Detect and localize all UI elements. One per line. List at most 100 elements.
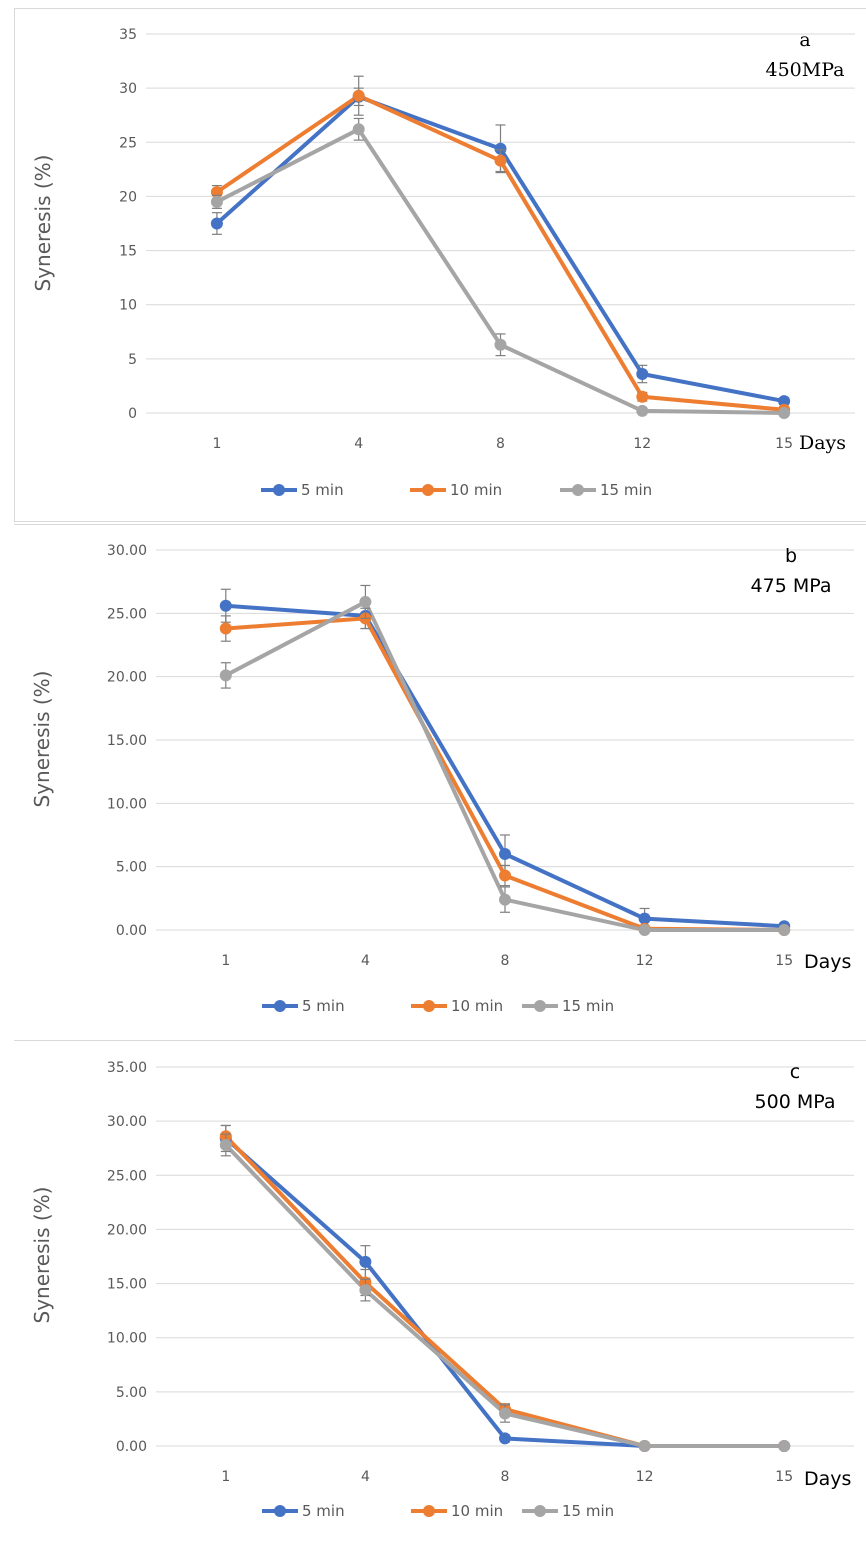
legend-label: 5 min xyxy=(301,481,344,499)
y-tick-label: 10.00 xyxy=(107,1331,147,1347)
data-point xyxy=(352,89,365,102)
data-point xyxy=(638,1440,651,1452)
y-tick-label: 25.00 xyxy=(107,1168,147,1184)
y-axis-label: Syneresis (%) xyxy=(30,671,54,808)
chart-panel-a: 0 5 10 15 20 25 30 35 1 4 8 12 15 Syneresis (%) Days a 4… xyxy=(14,8,866,522)
y-tick-label: 0 xyxy=(128,406,137,422)
data-point xyxy=(219,669,232,682)
data-point xyxy=(499,1432,511,1445)
x-tick-label: 12 xyxy=(636,1469,654,1485)
legend-marker xyxy=(274,1505,286,1517)
x-tick-label: 1 xyxy=(212,436,221,452)
data-point xyxy=(499,848,511,860)
data-point xyxy=(359,1255,372,1268)
x-tick-label: 15 xyxy=(775,953,793,969)
y-tick-label: 25.00 xyxy=(107,606,147,622)
legend-label: 10 min xyxy=(451,997,503,1015)
y-tick-label: 0.00 xyxy=(116,1439,147,1455)
x-tick-label: 8 xyxy=(501,953,510,969)
x-tick-label: 4 xyxy=(354,436,363,452)
chart-b-svg: 0.00 5.00 10.00 15.00 20.00 25.00 30.00 1 4 8 12 15… xyxy=(30,543,854,1015)
legend-label: 15 min xyxy=(562,1502,614,1520)
chart-panel-b: 0.00 5.00 10.00 15.00 20.00 25.00 30.00 1 4 8 12 15… xyxy=(14,524,866,1041)
y-tick-label: 5 xyxy=(128,352,137,368)
y-tick-label: 30.00 xyxy=(107,543,147,559)
data-point xyxy=(638,912,651,925)
chart-a-svg: 0 5 10 15 20 25 30 35 1 4 8 12 15 Syneresis (%) Days a 4… xyxy=(31,27,855,499)
y-tick-label: 30 xyxy=(119,81,137,97)
data-point xyxy=(494,154,507,167)
x-tick-label: 8 xyxy=(501,1469,510,1485)
y-tick-label: 15.00 xyxy=(107,733,147,749)
panel-letter: a xyxy=(799,29,810,51)
chart-c-svg: 0.00 5.00 10.00 15.00 20.00 25.00 30.00 35.00 1 4… xyxy=(30,1060,854,1520)
data-point xyxy=(352,123,365,136)
legend-label: 10 min xyxy=(451,1502,503,1520)
panel-letter: c xyxy=(790,1061,800,1083)
data-point xyxy=(219,622,232,635)
legend-marker xyxy=(422,484,434,496)
y-tick-label: 25 xyxy=(119,135,137,151)
y-tick-label: 10.00 xyxy=(107,796,147,812)
legend-label: 5 min xyxy=(302,1502,345,1520)
data-point xyxy=(359,595,372,608)
y-tick-label: 15.00 xyxy=(107,1277,147,1293)
series-line-15-min xyxy=(224,1143,785,1448)
data-point xyxy=(219,599,232,612)
data-point xyxy=(636,404,649,417)
x-tick-label: 4 xyxy=(361,1469,370,1485)
x-tick-label: 12 xyxy=(633,436,651,452)
data-point xyxy=(210,217,223,230)
panel-letter: b xyxy=(785,545,797,567)
y-tick-label: 0.00 xyxy=(116,923,147,939)
data-point xyxy=(778,407,791,419)
y-tick-label: 15 xyxy=(119,244,137,260)
y-tick-label: 35 xyxy=(119,27,137,43)
legend-label: 10 min xyxy=(450,481,502,499)
legend-label: 15 min xyxy=(600,481,652,499)
y-tick-label: 35.00 xyxy=(107,1060,147,1076)
legend-marker xyxy=(572,484,584,496)
legend-label: 15 min xyxy=(562,997,614,1015)
legend-marker xyxy=(534,1505,546,1517)
y-tick-label: 20.00 xyxy=(107,1222,147,1238)
series-line-5-min xyxy=(224,1136,785,1448)
data-point xyxy=(638,924,651,936)
chart-panel-c: 0.00 5.00 10.00 15.00 20.00 25.00 30.00 35.00 1 4… xyxy=(14,1041,866,1546)
data-point xyxy=(778,395,791,408)
y-tick-label: 30.00 xyxy=(107,1114,147,1130)
data-point xyxy=(359,1284,372,1297)
x-tick-label: 15 xyxy=(775,436,793,452)
data-point xyxy=(778,924,791,936)
pressure-annotation: 500 MPa xyxy=(755,1091,836,1113)
x-tick-label: 8 xyxy=(496,436,505,452)
x-axis-label: Days xyxy=(804,1468,851,1490)
y-tick-label: 10 xyxy=(119,298,137,314)
y-axis-label: Syneresis (%) xyxy=(30,1187,54,1324)
x-tick-label: 1 xyxy=(221,1469,230,1485)
y-tick-label: 5.00 xyxy=(116,1385,147,1401)
legend-marker xyxy=(423,1505,435,1517)
y-tick-label: 5.00 xyxy=(116,860,147,876)
data-point xyxy=(210,195,223,208)
data-point xyxy=(499,893,511,906)
x-axis-label: Days xyxy=(804,951,851,973)
data-point xyxy=(494,338,507,351)
data-point xyxy=(494,142,507,155)
data-point xyxy=(636,368,649,381)
legend-marker xyxy=(273,484,285,496)
x-tick-label: 1 xyxy=(221,953,230,969)
y-tick-label: 20 xyxy=(119,189,137,205)
data-point xyxy=(219,1138,232,1151)
pressure-annotation: 450MPa xyxy=(766,59,845,81)
x-tick-label: 12 xyxy=(636,953,654,969)
pressure-annotation: 475 MPa xyxy=(751,575,832,597)
legend-marker xyxy=(423,1000,435,1012)
data-point xyxy=(636,390,649,403)
x-tick-label: 4 xyxy=(361,953,370,969)
x-axis-label: Days xyxy=(799,432,846,454)
legend-marker xyxy=(534,1000,546,1012)
data-point xyxy=(499,869,511,882)
y-axis-label: Syneresis (%) xyxy=(31,155,55,292)
legend-marker xyxy=(274,1000,286,1012)
